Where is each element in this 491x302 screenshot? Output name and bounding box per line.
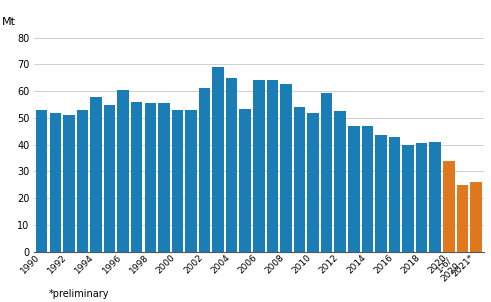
Bar xyxy=(172,110,183,252)
Bar xyxy=(104,104,115,252)
Bar xyxy=(144,103,156,252)
Bar xyxy=(63,115,75,252)
Bar xyxy=(457,185,468,252)
Bar xyxy=(267,80,278,252)
Bar xyxy=(77,110,88,252)
Text: Mt: Mt xyxy=(2,17,16,27)
Bar xyxy=(50,113,61,252)
Bar xyxy=(294,107,305,252)
Bar xyxy=(117,90,129,252)
Bar xyxy=(416,143,427,252)
Bar xyxy=(443,161,455,252)
Bar xyxy=(131,102,142,252)
Bar xyxy=(361,126,373,252)
Bar xyxy=(185,110,197,252)
Bar xyxy=(334,111,346,252)
Bar xyxy=(158,103,169,252)
Bar xyxy=(226,78,238,252)
Bar xyxy=(389,137,400,252)
Bar xyxy=(90,97,102,252)
Bar xyxy=(280,85,292,252)
Bar xyxy=(253,80,265,252)
Bar xyxy=(470,182,482,252)
Bar xyxy=(348,126,359,252)
Text: *preliminary: *preliminary xyxy=(49,289,109,299)
Bar xyxy=(321,92,332,252)
Bar xyxy=(212,67,224,252)
Bar xyxy=(430,142,441,252)
Bar xyxy=(199,88,210,252)
Bar xyxy=(402,145,414,252)
Bar xyxy=(307,113,319,252)
Bar xyxy=(375,135,387,252)
Bar xyxy=(240,108,251,252)
Bar xyxy=(36,110,48,252)
